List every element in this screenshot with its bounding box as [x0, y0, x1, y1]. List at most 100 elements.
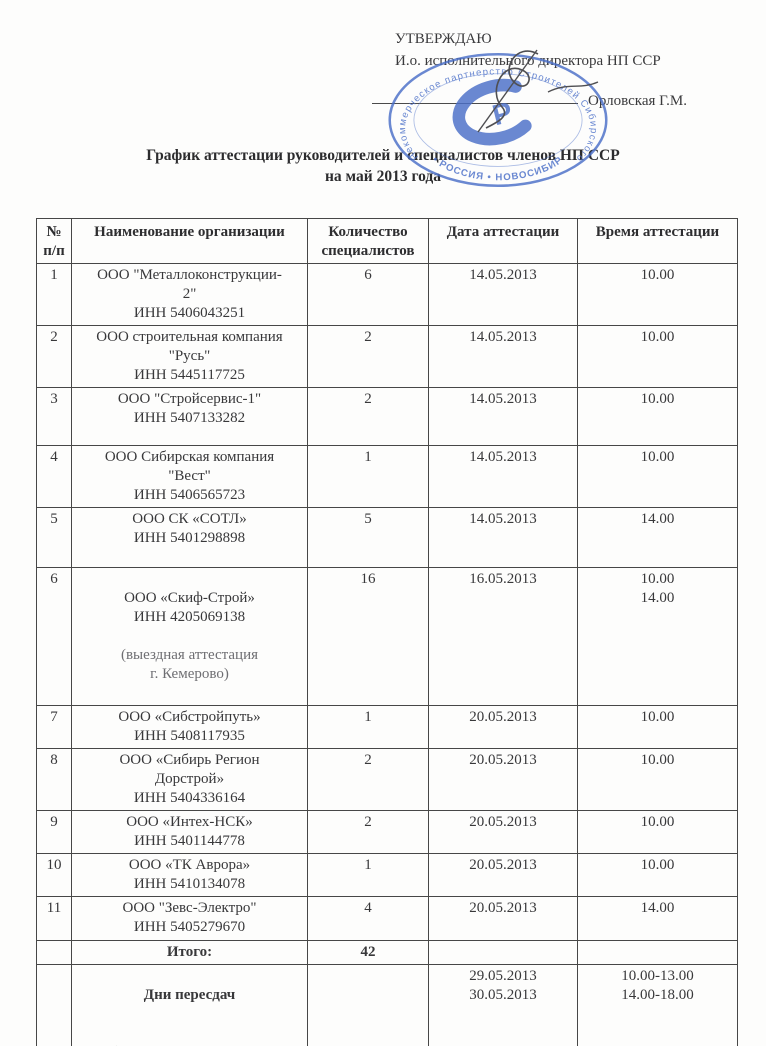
cell-num: 8 [36, 748, 72, 811]
org-name: ООО «Интех-НСК» ИНН 5401144778 [126, 814, 253, 849]
table-row: 6 ООО «Скиф-Строй» ИНН 4205069138 (выезд… [36, 567, 738, 706]
header-num: № п/п [36, 218, 72, 264]
cell-num: 6 [36, 567, 72, 706]
cell-num: 7 [36, 705, 72, 749]
cell-date [428, 940, 578, 965]
cell-date: 14.05.2013 [428, 507, 578, 568]
cell-time: 10.00 [577, 387, 738, 446]
table-row: 11 ООО "Зевс-Электро" ИНН 5405279670 4 2… [36, 896, 738, 941]
org-name: ООО "Зевс-Электро" ИНН 5405279670 [122, 900, 257, 935]
cell-time: 10.00 [577, 748, 738, 811]
cell-date: 20.05.2013 [428, 896, 578, 941]
table-row: 4 ООО Сибирская компания "Вест" ИНН 5406… [36, 445, 738, 508]
cell-time: 10.00 [577, 263, 738, 326]
cell-count: 2 [307, 325, 429, 388]
cell-count: 16 [307, 567, 429, 706]
cell-num: 10 [36, 853, 72, 897]
table-row: 7 ООО «Сибстройпуть» ИНН 5408117935 1 20… [36, 705, 738, 749]
cell-org: ООО Сибирская компания "Вест" ИНН 540656… [71, 445, 308, 508]
cell-date: 14.05.2013 [428, 387, 578, 446]
total-count: 42 [307, 940, 429, 965]
stamp-outer-ring [388, 53, 608, 188]
table-row: 1 ООО "Металлоконструкции- 2" ИНН 540604… [36, 263, 738, 326]
table-row: 5 ООО СК «СОТЛ» ИНН 5401298898 5 14.05.2… [36, 507, 738, 568]
signer-name: Орловская Г.М. [588, 93, 687, 109]
cell-num: 2 [36, 325, 72, 388]
org-name: ООО «Сибирь Регион Дорстрой» ИНН 5404336… [119, 752, 260, 806]
cell-time: 10.00 [577, 853, 738, 897]
stamp-monogram: Р [452, 78, 532, 146]
cell-org: ООО "Зевс-Электро" ИНН 5405279670 [71, 896, 308, 941]
cell-count: 1 [307, 445, 429, 508]
cell-date: 20.05.2013 [428, 853, 578, 897]
org-name: ООО «Сибстройпуть» ИНН 5408117935 [118, 709, 261, 744]
cell-time: 14.00 [577, 507, 738, 568]
cell-org: ООО «ТК Аврора» ИНН 5410134078 [71, 853, 308, 897]
table-header-row: № п/п Наименование организации Количеств… [36, 218, 738, 264]
org-name: ООО "Стройсервис-1" ИНН 5407133282 [117, 391, 262, 426]
org-name: ООО «ТК Аврора» ИНН 5410134078 [128, 857, 251, 892]
cell-count: 1 [307, 853, 429, 897]
cell-count [307, 964, 429, 1046]
cell-org: ООО «Интех-НСК» ИНН 5401144778 [71, 810, 308, 854]
cell-num [36, 964, 72, 1046]
cell-num: 11 [36, 896, 72, 941]
cell-count: 2 [307, 387, 429, 446]
table-row: 2 ООО строительная компания "Русь" ИНН 5… [36, 325, 738, 388]
org-name: ООО "Металлоконструкции- 2" ИНН 54060432… [97, 267, 282, 321]
attestation-schedule-table: № п/п Наименование организации Количеств… [36, 218, 738, 1046]
header-time: Время аттестации [577, 218, 738, 264]
org-stamp-icon: Некоммерческое партнерство Строителей Си… [382, 48, 608, 188]
cell-date: 20.05.2013 [428, 748, 578, 811]
cell-date: 14.05.2013 [428, 445, 578, 508]
cell-num: 9 [36, 810, 72, 854]
signature-icon [477, 49, 599, 133]
cell-org: ООО "Металлоконструкции- 2" ИНН 54060432… [71, 263, 308, 326]
cell-date: 14.05.2013 [428, 325, 578, 388]
cell-count: 5 [307, 507, 429, 568]
cell-date: 20.05.2013 [428, 705, 578, 749]
cell-org: Дни пересдач (дату пересдачи и время пер… [71, 964, 308, 1046]
cell-time: 10.00 14.00 [577, 567, 738, 706]
cell-date: 14.05.2013 [428, 263, 578, 326]
table-row: 8 ООО «Сибирь Регион Дорстрой» ИНН 54043… [36, 748, 738, 811]
document-title: График аттестации руководителей и специа… [0, 145, 766, 187]
cell-count: 2 [307, 810, 429, 854]
header-date: Дата аттестации [428, 218, 578, 264]
cell-num: 3 [36, 387, 72, 446]
cell-count: 1 [307, 705, 429, 749]
resit-label: Дни пересдач [143, 987, 236, 1003]
cell-org: ООО "Стройсервис-1" ИНН 5407133282 [71, 387, 308, 446]
stamp-inner-ring [413, 73, 583, 167]
cell-time: 10.00-13.00 14.00-18.00 [577, 964, 738, 1046]
cell-num: 5 [36, 507, 72, 568]
table-row: 3 ООО "Стройсервис-1" ИНН 5407133282 2 1… [36, 387, 738, 446]
approval-word: УТВЕРЖДАЮ [395, 31, 492, 47]
cell-time: 10.00 [577, 325, 738, 388]
cell-count: 2 [307, 748, 429, 811]
cell-time [577, 940, 738, 965]
cell-time: 10.00 [577, 810, 738, 854]
header-count: Количество специалистов [307, 218, 429, 264]
header-org: Наименование организации [71, 218, 308, 264]
signature-line [372, 90, 578, 104]
total-label: Итого: [71, 940, 308, 965]
cell-org: ООО «Сибирь Регион Дорстрой» ИНН 5404336… [71, 748, 308, 811]
total-row: Итого: 42 [36, 940, 738, 965]
cell-org: ООО «Скиф-Строй» ИНН 4205069138 (выездна… [71, 567, 308, 706]
table-row: 9 ООО «Интех-НСК» ИНН 5401144778 2 20.05… [36, 810, 738, 854]
cell-num: 1 [36, 263, 72, 326]
cell-date: 16.05.2013 [428, 567, 578, 706]
table-row: 10 ООО «ТК Аврора» ИНН 5410134078 1 20.0… [36, 853, 738, 897]
org-note: (выездная аттестация г. Кемерово) [120, 647, 259, 682]
cell-org: ООО СК «СОТЛ» ИНН 5401298898 [71, 507, 308, 568]
title-line-2: на май 2013 года [325, 168, 441, 185]
cell-time: 14.00 [577, 896, 738, 941]
org-name: ООО Сибирская компания "Вест" ИНН 540656… [104, 449, 275, 503]
cell-count: 6 [307, 263, 429, 326]
org-name: ООО СК «СОТЛ» ИНН 5401298898 [132, 511, 247, 546]
cell-date: 29.05.2013 30.05.2013 [428, 964, 578, 1046]
cell-time: 10.00 [577, 445, 738, 508]
cell-org: ООО «Сибстройпуть» ИНН 5408117935 [71, 705, 308, 749]
